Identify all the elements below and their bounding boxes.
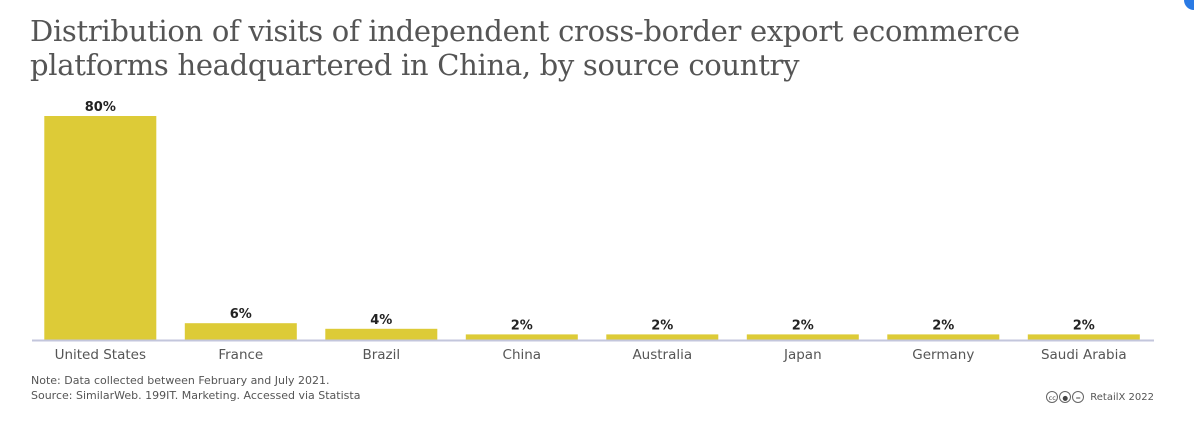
category-label: Australia — [632, 347, 692, 363]
source-text: Source: SimilarWeb. 199IT. Marketing. Ac… — [31, 389, 361, 402]
data-label: 2% — [932, 318, 954, 333]
chart-footnote: Note: Data collected between February an… — [31, 373, 360, 403]
data-label: 2% — [511, 318, 533, 333]
cc-icon: cc — [1046, 391, 1059, 403]
category-label: Japan — [783, 347, 822, 363]
category-label: Brazil — [362, 347, 400, 363]
bar-saudi-arabia — [1027, 334, 1140, 340]
data-label: 80% — [85, 100, 116, 115]
category-label: Germany — [912, 347, 974, 363]
bar-germany — [887, 334, 1000, 340]
bar-china — [465, 334, 578, 340]
license-icons: cc ● = — [1046, 391, 1085, 403]
corner-badge — [1184, 0, 1194, 10]
bar-australia — [606, 334, 719, 340]
credit-text: RetailX 2022 — [1090, 391, 1154, 403]
bar-france — [184, 323, 297, 340]
no-derivatives-icon: = — [1072, 391, 1085, 403]
data-label: 2% — [651, 318, 673, 333]
category-label: France — [218, 347, 263, 363]
attribution-icon: ● — [1059, 391, 1072, 403]
data-label: 2% — [1073, 318, 1095, 333]
data-label: 4% — [370, 313, 392, 328]
data-label: 2% — [792, 318, 814, 333]
chart-title: Distribution of visits of independent cr… — [30, 14, 1020, 82]
data-label: 6% — [230, 307, 252, 322]
bar-brazil — [325, 328, 438, 340]
credit-block: cc ● = RetailX 2022 — [1046, 391, 1154, 403]
category-label: China — [503, 347, 542, 363]
bar-japan — [746, 334, 859, 340]
category-label: Saudi Arabia — [1041, 347, 1127, 363]
category-label: United States — [55, 347, 146, 363]
note-text: Note: Data collected between February an… — [31, 374, 330, 387]
bar-united-states — [44, 116, 157, 340]
